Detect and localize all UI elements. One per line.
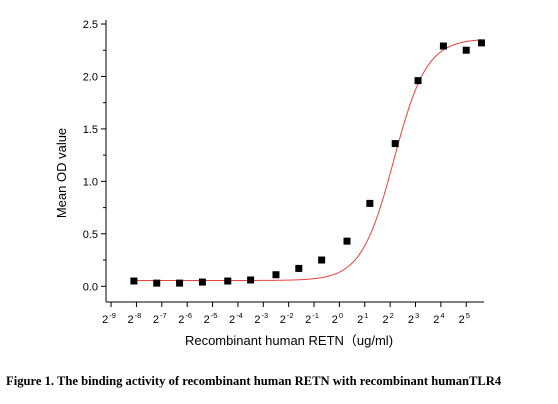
figure-caption: Figure 1. The binding activity of recomb… <box>6 374 502 388</box>
x-tick-label: 23 <box>408 311 419 326</box>
data-points <box>130 39 485 287</box>
y-axis-label: Mean OD value <box>54 128 69 218</box>
x-axis-label: Recombinant human RETN（ug/ml) <box>185 333 393 348</box>
x-tick-label: 2-5 <box>204 311 218 326</box>
x-tick-label: 2-9 <box>102 311 116 326</box>
data-point <box>343 237 351 245</box>
y-tick-label: 0.0 <box>83 281 98 293</box>
x-tick-label: 2-7 <box>153 311 167 326</box>
axes <box>105 20 484 303</box>
data-point <box>462 46 470 54</box>
x-tick-label: 2-4 <box>229 311 243 326</box>
y-tick-label: 1.5 <box>83 124 98 136</box>
data-point <box>477 39 485 47</box>
y-tick-label: 2.5 <box>83 19 98 31</box>
data-point <box>153 279 161 287</box>
x-tick-label: 2-2 <box>280 311 294 326</box>
x-tick-label: 21 <box>357 311 368 326</box>
data-point <box>224 277 232 285</box>
data-point <box>414 77 422 85</box>
data-point <box>318 256 326 264</box>
data-point <box>366 199 374 207</box>
x-tick-label: 2-6 <box>178 311 192 326</box>
x-tick-label: 2-8 <box>128 311 142 326</box>
data-point <box>439 42 447 50</box>
data-point <box>391 140 399 148</box>
y-tick-label: 0.5 <box>83 229 98 241</box>
data-point <box>295 264 303 272</box>
x-tick-label: 20 <box>332 311 343 326</box>
data-point <box>130 277 138 285</box>
y-axis-ticks: 0.0 0.5 1.0 1.5 2.0 2.5 <box>83 19 106 293</box>
x-axis-ticks: 2-9 2-8 2-7 2-6 2-5 2-4 2-3 2-2 2-1 20 21 22 23 24 25 <box>102 302 470 326</box>
x-tick-label: 22 <box>382 311 393 326</box>
data-point <box>176 279 184 287</box>
data-point <box>247 276 255 284</box>
x-tick-label: 2-3 <box>254 311 268 326</box>
data-point <box>272 271 280 279</box>
x-tick-label: 25 <box>459 311 470 326</box>
x-tick-label: 2-1 <box>305 311 319 326</box>
fit-curve <box>133 39 482 281</box>
x-tick-label: 24 <box>433 311 444 326</box>
chart: 0.0 0.5 1.0 1.5 2.0 2.5 2-9 2-8 2-7 2-6 2-5 2-4 2-3… <box>54 19 485 348</box>
y-tick-label: 1.0 <box>83 176 98 188</box>
data-point <box>198 278 206 286</box>
y-tick-label: 2.0 <box>83 71 98 83</box>
